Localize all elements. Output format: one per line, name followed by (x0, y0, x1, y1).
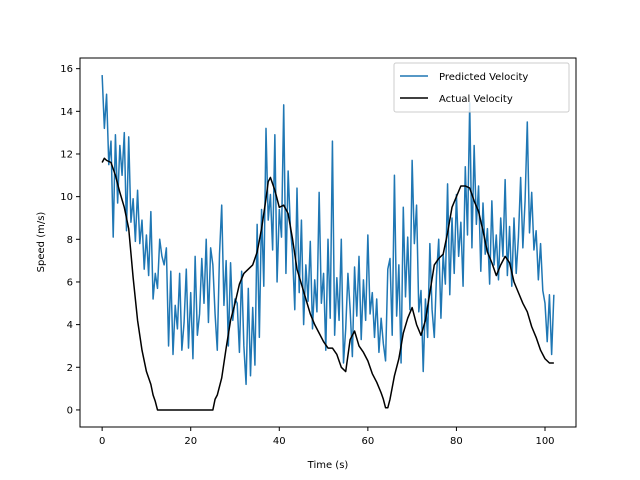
y-tick-label: 14 (60, 107, 73, 118)
x-tick-label: 100 (535, 436, 554, 447)
y-tick-label: 6 (67, 277, 73, 288)
y-axis-label: Speed (m/s) (36, 212, 47, 273)
legend: Predicted Velocity Actual Velocity (393, 62, 570, 113)
x-tick-label: 20 (184, 436, 197, 447)
axes-frame (79, 57, 577, 428)
x-tick-label: 40 (273, 436, 286, 447)
y-tick-label: 16 (60, 64, 73, 75)
plot-area (101, 75, 555, 411)
series-line-actual-velocity (101, 157, 554, 411)
x-axis-label: Time (s) (307, 460, 349, 471)
y-tick-label: 12 (60, 149, 73, 160)
axis-ticks: 0 20 40 60 80 100 0 2 4 6 8 10 12 14 16 (60, 64, 554, 447)
x-tick-label: 80 (450, 436, 463, 447)
x-tick-label: 0 (99, 436, 105, 447)
x-tick-label: 60 (361, 436, 374, 447)
legend-label-predicted: Predicted Velocity (439, 72, 528, 83)
y-tick-label: 4 (67, 320, 73, 331)
y-tick-label: 2 (67, 363, 73, 374)
legend-label-actual: Actual Velocity (439, 94, 513, 105)
y-tick-label: 10 (60, 192, 73, 203)
series-line-predicted-velocity (101, 75, 555, 386)
y-tick-label: 0 (67, 405, 73, 416)
y-tick-label: 8 (67, 235, 73, 246)
legend-box (393, 62, 570, 113)
